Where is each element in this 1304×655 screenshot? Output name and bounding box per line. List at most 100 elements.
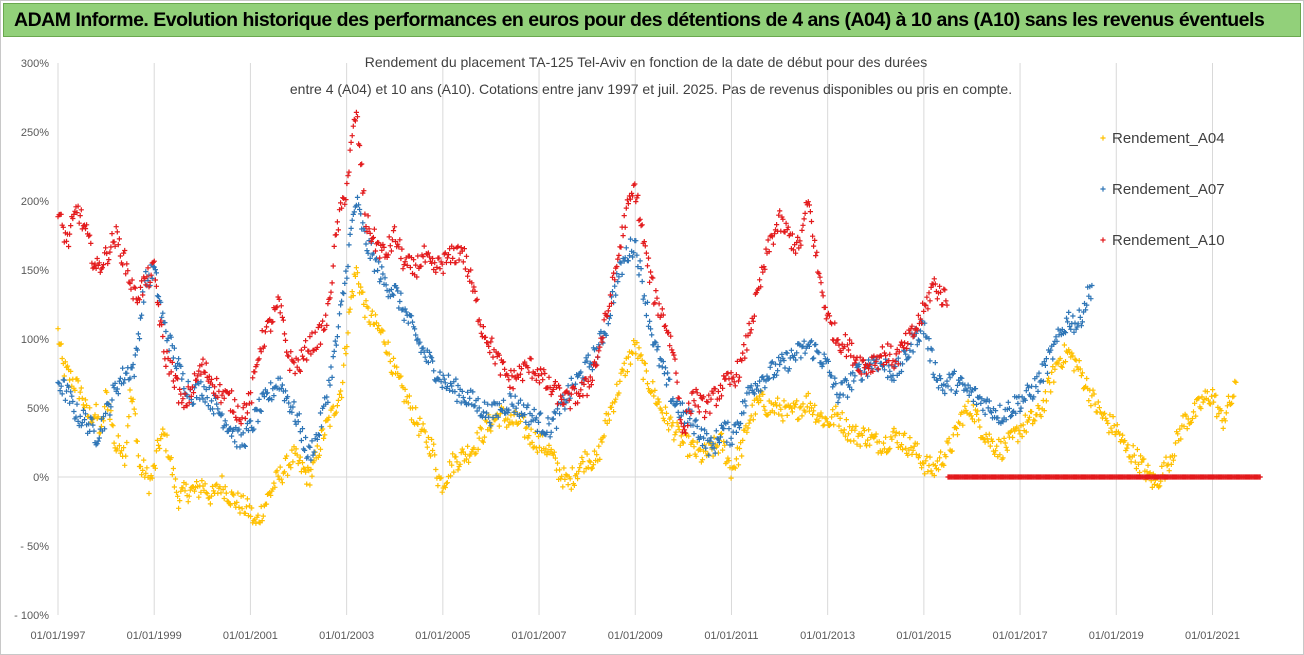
data-point [506, 407, 512, 413]
data-point [180, 396, 186, 402]
data-point [206, 384, 212, 391]
data-point [618, 244, 624, 250]
data-point [194, 479, 200, 485]
data-point [88, 240, 94, 246]
data-point [331, 348, 337, 354]
data-point [595, 354, 601, 360]
data-point [879, 344, 885, 350]
data-point [550, 452, 556, 458]
data-point [208, 493, 215, 499]
data-point [717, 434, 724, 440]
data-point [997, 402, 1003, 408]
data-point [616, 274, 622, 280]
data-point [883, 353, 889, 359]
legend-marker [1100, 237, 1106, 243]
data-point [574, 471, 580, 477]
data-point [316, 452, 322, 458]
data-point [766, 249, 772, 255]
data-point [683, 430, 689, 436]
chart-points [55, 109, 1263, 526]
data-point [375, 267, 381, 274]
data-point [358, 284, 364, 290]
data-point [270, 319, 276, 325]
data-point [873, 431, 879, 437]
data-point [321, 327, 327, 333]
data-point [798, 242, 804, 248]
data-point [398, 290, 404, 296]
data-point [669, 423, 675, 429]
data-point [480, 439, 486, 445]
data-point [881, 446, 888, 452]
data-point [915, 337, 921, 343]
data-point [733, 456, 739, 462]
data-point [907, 435, 913, 441]
data-point [603, 332, 609, 338]
data-point [987, 443, 993, 449]
data-point [326, 377, 332, 383]
data-point [887, 445, 893, 452]
data-point [1018, 405, 1024, 411]
data-point [258, 503, 264, 510]
data-point [1071, 368, 1077, 374]
data-point [484, 410, 490, 416]
data-point [643, 312, 649, 319]
data-point [520, 377, 526, 384]
data-point [220, 486, 226, 493]
data-point [813, 341, 819, 348]
data-point [618, 260, 624, 266]
data-point [522, 412, 528, 418]
data-point [650, 275, 656, 281]
data-point [662, 404, 669, 410]
data-point [852, 427, 858, 433]
data-point [841, 344, 847, 350]
data-point [477, 322, 483, 328]
data-point [1181, 423, 1187, 429]
data-point [1257, 474, 1263, 480]
data-point [1110, 414, 1116, 420]
data-point [449, 383, 455, 389]
data-point [68, 223, 74, 229]
data-point [873, 358, 879, 364]
data-point [472, 403, 478, 409]
data-point [468, 267, 474, 273]
data-point [904, 345, 910, 352]
data-point [579, 454, 585, 461]
data-point [218, 490, 224, 496]
data-point [370, 234, 376, 241]
data-point [978, 400, 984, 406]
data-point [571, 482, 577, 488]
data-point [447, 387, 453, 393]
data-point [79, 420, 85, 426]
data-point [557, 385, 563, 391]
data-point [69, 393, 75, 399]
data-point [748, 413, 754, 419]
data-point [302, 447, 308, 453]
data-point [716, 439, 722, 446]
data-point [705, 399, 711, 405]
data-point [324, 394, 330, 400]
data-point [324, 322, 330, 328]
data-point [1172, 440, 1179, 446]
data-point [122, 247, 128, 254]
data-point [691, 444, 697, 450]
data-point [726, 458, 732, 464]
data-point [908, 445, 914, 451]
data-point [285, 394, 291, 400]
data-point [248, 390, 254, 396]
data-point [842, 332, 848, 338]
data-point [813, 419, 819, 425]
data-point [980, 407, 986, 413]
data-point [432, 452, 438, 458]
data-point [201, 384, 207, 390]
data-point [77, 389, 83, 395]
data-point [87, 405, 93, 411]
data-point [1088, 296, 1094, 302]
data-point [1061, 342, 1067, 348]
data-point [835, 337, 841, 343]
data-point [640, 376, 646, 382]
data-point [472, 451, 478, 457]
data-point [364, 229, 370, 235]
data-point [649, 332, 655, 338]
data-point [588, 382, 594, 388]
data-point [1043, 398, 1049, 404]
